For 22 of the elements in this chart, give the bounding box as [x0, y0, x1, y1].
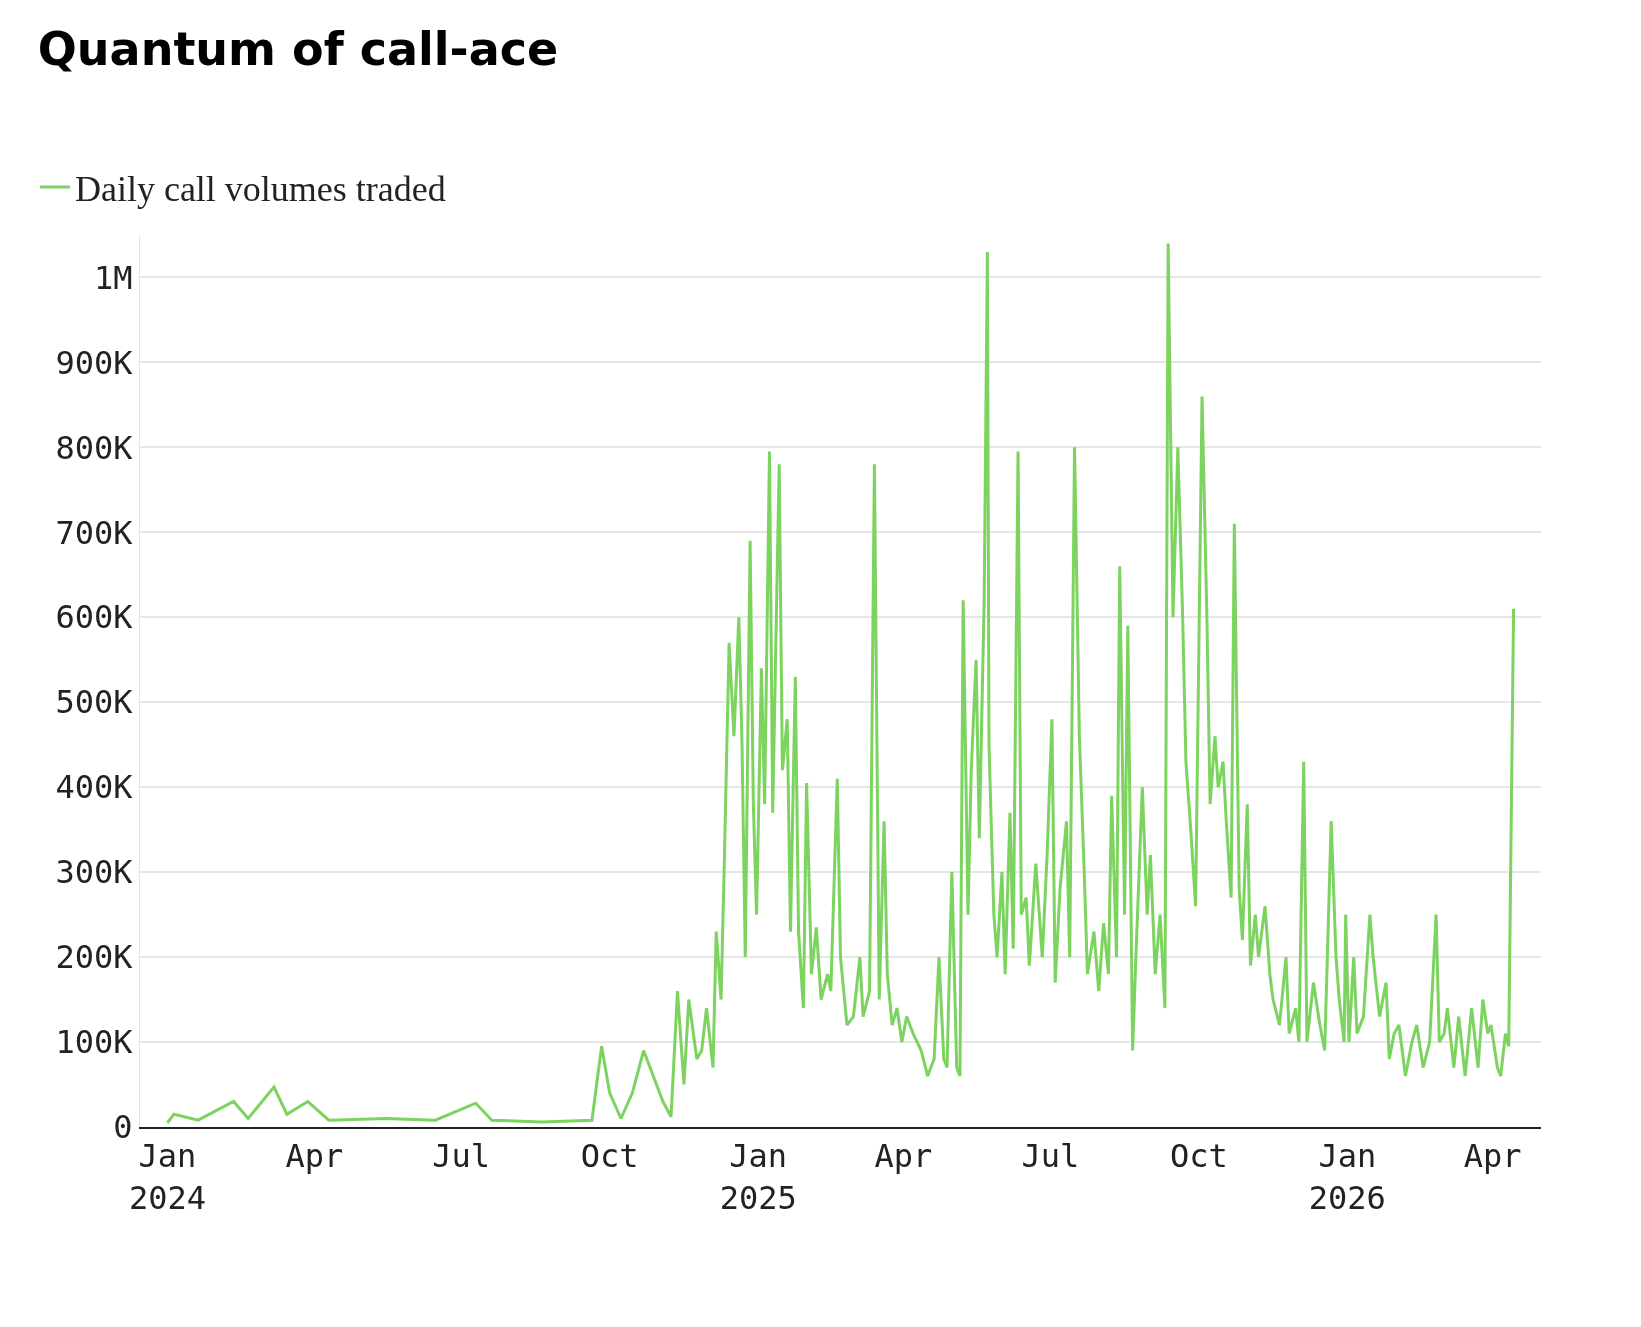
y-tick-label: 800K — [55, 428, 134, 467]
chart-title: Quantum of call-ace — [37, 22, 559, 77]
y-tick-label: 900K — [55, 343, 134, 382]
y-tick-label: 500K — [55, 683, 134, 722]
x-tick-label: Apr — [1463, 1137, 1522, 1176]
legend-label: Daily call volumes traded — [74, 169, 446, 210]
x-tick-label: Apr — [874, 1137, 933, 1176]
y-tick-label: 100K — [55, 1023, 134, 1062]
x-tick-label: Jul — [1021, 1137, 1080, 1176]
x-tick-label: Oct — [580, 1137, 639, 1176]
y-tick-label: 200K — [55, 938, 134, 977]
x-tick-label: Jan 2026 — [1308, 1137, 1386, 1217]
x-tick-label: Apr — [285, 1137, 344, 1176]
x-tick-label: Jan 2025 — [719, 1137, 797, 1217]
y-tick-label: 300K — [55, 853, 134, 892]
line-series — [165, 242, 1516, 1125]
y-tick-label: 1M — [94, 258, 133, 297]
y-tick-label: 400K — [55, 768, 134, 807]
y-tick-label: 600K — [55, 598, 134, 637]
x-tick-label: Jul — [432, 1137, 491, 1176]
y-tick-label: 700K — [55, 513, 134, 552]
x-tick-label: Oct — [1169, 1137, 1228, 1176]
